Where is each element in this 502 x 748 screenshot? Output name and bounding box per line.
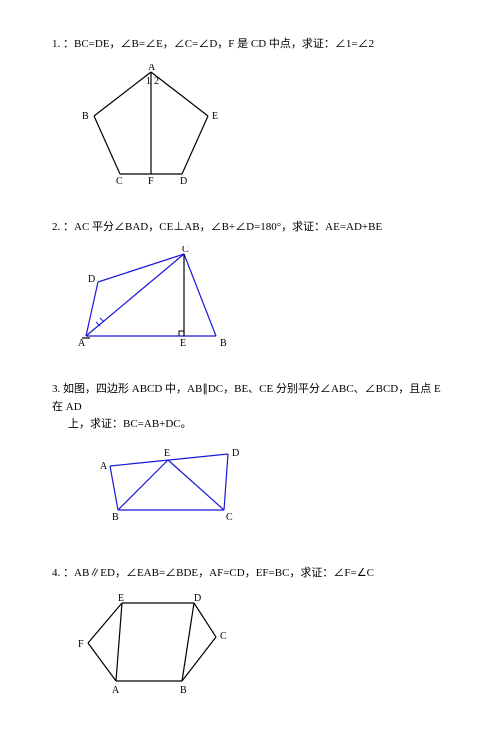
svg-text:D: D — [232, 448, 239, 459]
figure-1: A B C D E F 12 — [76, 64, 450, 191]
svg-text:E: E — [118, 593, 124, 604]
svg-text:F: F — [78, 639, 84, 650]
svg-text:A: A — [100, 461, 108, 472]
figure-2: A B C D E — [76, 246, 450, 353]
svg-text:A: A — [78, 338, 86, 348]
problem-2-statement: ：AC 平分∠BAD，CE⊥AB，∠B+∠D=180°，求证：AE=AD+BE — [63, 221, 382, 233]
svg-text:D: D — [194, 593, 201, 604]
figure-2-svg: A B C D E — [76, 246, 246, 348]
problem-3-text: 3. 如图，四边形 ABCD 中，AB∥DC，BE、CE 分别平分∠ABC、∠B… — [52, 381, 450, 434]
problem-4-number: 4. — [52, 567, 60, 579]
problem-4: 4. ：AB∥ED，∠EAB=∠BDE，AF=CD，EF=BC，求证：∠F=∠C… — [52, 565, 450, 700]
figure-3-svg: A B C D E — [98, 444, 243, 524]
figure-3: A B C D E — [98, 444, 450, 529]
problem-3-number: 3. — [52, 383, 60, 395]
svg-text:B: B — [220, 338, 227, 348]
svg-text:E: E — [164, 448, 170, 459]
svg-text:A: A — [112, 685, 120, 695]
svg-text:E: E — [180, 338, 186, 348]
problem-1-text: 1. ：BC=DE，∠B=∠E，∠C=∠D，F 是 CD 中点，求证：∠1=∠2 — [52, 36, 450, 54]
problem-2: 2. ：AC 平分∠BAD，CE⊥AB，∠B+∠D=180°，求证：AE=AD+… — [52, 219, 450, 354]
svg-text:B: B — [180, 685, 187, 695]
svg-text:B: B — [112, 512, 119, 523]
svg-text:A: A — [148, 64, 156, 73]
svg-text:B: B — [82, 111, 89, 122]
svg-text:C: C — [116, 176, 123, 186]
svg-text:1: 1 — [146, 76, 151, 87]
figure-1-svg: A B C D E F 12 — [76, 64, 226, 186]
svg-text:C: C — [182, 246, 189, 255]
svg-text:F: F — [148, 176, 154, 186]
problem-1-statement: ：BC=DE，∠B=∠E，∠C=∠D，F 是 CD 中点，求证：∠1=∠2 — [63, 38, 374, 50]
problem-3-statement: 如图，四边形 ABCD 中，AB∥DC，BE、CE 分别平分∠ABC、∠BCD，… — [52, 383, 441, 413]
figure-4: E D F C A B — [76, 593, 450, 700]
problem-3-sub: 上，求证：BC=AB+DC。 — [52, 416, 450, 434]
svg-text:C: C — [220, 631, 227, 642]
problem-3: 3. 如图，四边形 ABCD 中，AB∥DC，BE、CE 分别平分∠ABC、∠B… — [52, 381, 450, 529]
figure-4-svg: E D F C A B — [76, 593, 236, 695]
svg-text:D: D — [180, 176, 187, 186]
svg-text:C: C — [226, 512, 233, 523]
svg-text:D: D — [88, 274, 95, 285]
problem-2-number: 2. — [52, 221, 60, 233]
page: 1. ：BC=DE，∠B=∠E，∠C=∠D，F 是 CD 中点，求证：∠1=∠2… — [0, 0, 502, 748]
problem-4-text: 4. ：AB∥ED，∠EAB=∠BDE，AF=CD，EF=BC，求证：∠F=∠C — [52, 565, 450, 583]
problem-4-statement: ：AB∥ED，∠EAB=∠BDE，AF=CD，EF=BC，求证：∠F=∠C — [63, 567, 374, 579]
problem-1-number: 1. — [52, 38, 60, 50]
svg-text:2: 2 — [154, 76, 159, 87]
problem-1: 1. ：BC=DE，∠B=∠E，∠C=∠D，F 是 CD 中点，求证：∠1=∠2… — [52, 36, 450, 191]
problem-2-text: 2. ：AC 平分∠BAD，CE⊥AB，∠B+∠D=180°，求证：AE=AD+… — [52, 219, 450, 237]
svg-text:E: E — [212, 111, 218, 122]
